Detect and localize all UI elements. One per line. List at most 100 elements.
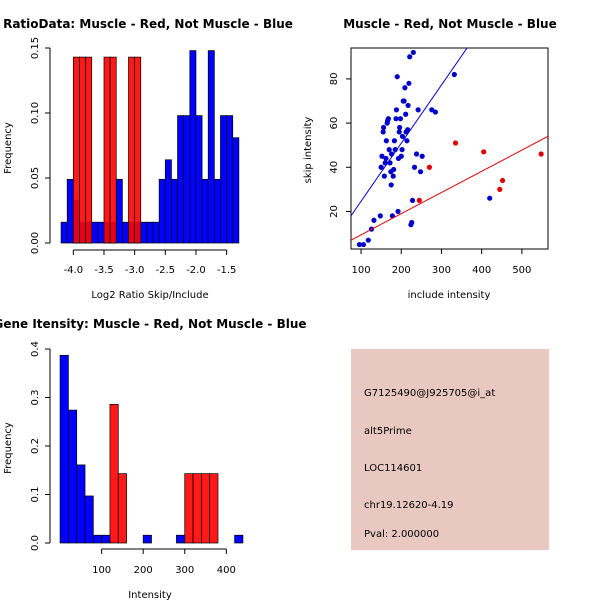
gene-bar-muscle xyxy=(109,403,119,544)
ratio-bar-muscle xyxy=(103,56,111,244)
scatter-point-not-muscle xyxy=(389,151,395,157)
scatter-point-not-muscle xyxy=(410,49,416,56)
ratio-ylabel: Frequency xyxy=(3,122,14,174)
scatter-point-not-muscle xyxy=(381,173,387,179)
scatter-point-not-muscle xyxy=(394,74,400,80)
gene-bar-not-muscle xyxy=(84,495,94,544)
scatter-point-not-muscle xyxy=(385,116,391,122)
ratio-histogram: RatioData: Muscle - Red, Not Muscle - Bl… xyxy=(3,17,293,301)
ratio-bar-muscle xyxy=(134,56,142,244)
info-panel: G7125490@J925705@i_at alt5Prime LOC11460… xyxy=(351,349,549,550)
ratio-bar-not-muscle xyxy=(164,159,172,244)
scatter-point-not-muscle xyxy=(393,116,399,122)
gene-bar-not-muscle xyxy=(101,534,111,544)
ratio-bar-not-muscle xyxy=(158,178,166,244)
scatter-point-not-muscle xyxy=(396,129,402,135)
gene-x-tick-label: 100 xyxy=(92,565,111,576)
scatter-point-not-muscle xyxy=(383,155,389,162)
ratio-x-tick-label: -3.0 xyxy=(125,265,145,276)
gene-y-tick-label: 0.2 xyxy=(30,438,41,454)
ratio-bar-not-muscle xyxy=(115,178,123,244)
scatter-point-not-muscle xyxy=(360,241,367,248)
ratio-bar-not-muscle xyxy=(140,221,148,244)
ratio-y-tick-label: 0.00 xyxy=(30,232,41,254)
ratio-bar-muscle xyxy=(109,56,117,244)
info-panel-background xyxy=(351,349,549,550)
ratio-bar-not-muscle xyxy=(91,221,99,244)
scatter-point-not-muscle xyxy=(371,217,377,223)
ratio-bar-muscle xyxy=(72,56,80,244)
scatter-x-tick-label: 300 xyxy=(432,265,451,276)
scatter-point-not-muscle xyxy=(413,151,420,157)
scatter-x-tick-label: 500 xyxy=(512,265,531,276)
gene-bar-muscle xyxy=(192,473,202,544)
gene-bar-not-muscle xyxy=(76,464,86,544)
scatter-y-tick-label: 80 xyxy=(329,73,340,86)
scatter-point-not-muscle xyxy=(409,219,415,226)
scatter-point-not-muscle xyxy=(432,109,439,115)
scatter-point-muscle xyxy=(538,151,544,157)
ratio-bar-not-muscle xyxy=(189,50,197,244)
scatter-point-not-muscle xyxy=(380,129,386,135)
ratio-bar-not-muscle xyxy=(195,115,203,244)
ratio-x-tick-label: -3.5 xyxy=(94,265,114,276)
gene-xlabel: Intensity xyxy=(128,590,172,600)
gene-bar-muscle xyxy=(201,473,211,544)
scatter-point-not-muscle xyxy=(386,147,392,153)
scatter-point-muscle xyxy=(499,177,506,184)
gene-bar-not-muscle xyxy=(68,409,78,544)
info-event-type: alt5Prime xyxy=(364,426,412,437)
gene-x-tick-label: 200 xyxy=(134,565,153,576)
ratio-bar-not-muscle xyxy=(122,221,129,244)
scatter-point-not-muscle xyxy=(382,160,388,166)
scatter-point-not-muscle xyxy=(393,107,400,113)
scatter-point-not-muscle xyxy=(404,138,410,144)
scatter-point-not-muscle xyxy=(365,237,371,243)
ratio-bar-muscle xyxy=(85,56,93,244)
scatter-point-not-muscle xyxy=(380,124,387,131)
scatter-x-tick-label: 100 xyxy=(352,265,371,276)
scatter-point-not-muscle xyxy=(398,153,404,159)
info-pval: Pval: 2.000000 xyxy=(364,529,439,540)
ratio-bar-not-muscle xyxy=(177,115,185,244)
scatter-point-not-muscle xyxy=(378,164,384,170)
gene-bar-muscle xyxy=(117,473,127,544)
scatter-frame xyxy=(350,47,549,250)
scatter-point-not-muscle xyxy=(399,147,405,153)
gene-x-tick-label: 300 xyxy=(175,565,194,576)
scatter-point-not-muscle xyxy=(487,195,493,201)
scatter-fit-line-muscle xyxy=(351,135,548,241)
scatter-point-not-muscle xyxy=(409,197,416,204)
gene-y-tick-label: 0.4 xyxy=(30,341,41,357)
scatter-point-not-muscle xyxy=(383,138,389,144)
ratio-bar-muscle xyxy=(128,56,135,244)
scatter-point-not-muscle xyxy=(392,147,398,153)
scatter-point-not-muscle xyxy=(406,80,412,86)
scatter-point-not-muscle xyxy=(451,71,457,78)
scatter-point-not-muscle xyxy=(397,116,404,122)
scatter-point-not-muscle xyxy=(415,107,421,113)
scatter-point-not-muscle xyxy=(407,54,413,60)
ratio-xlabel: Log2 Ratio Skip/Include xyxy=(91,290,208,301)
ratio-bar-not-muscle xyxy=(171,178,178,244)
ratio-bar-not-muscle xyxy=(183,115,191,244)
ratio-bar-not-muscle xyxy=(201,178,209,244)
gene-bar-muscle xyxy=(184,473,194,544)
ratio-x-tick-label: -2.0 xyxy=(186,265,206,276)
intensity-scatter: Muscle - Red, Not Muscle - Blue 100 200 30… xyxy=(303,17,557,301)
scatter-point-not-muscle xyxy=(402,85,408,91)
scatter-point-muscle xyxy=(481,149,487,155)
info-locus: LOC114601 xyxy=(364,463,422,474)
gene-y-tick-label: 0.1 xyxy=(30,487,41,503)
scatter-point-not-muscle xyxy=(405,102,411,109)
scatter-point-not-muscle xyxy=(391,138,398,144)
ratio-bar-not-muscle xyxy=(66,178,74,244)
ratio-bar-not-muscle xyxy=(207,50,215,244)
gene-bar-not-muscle xyxy=(142,534,152,544)
info-probe-id: G7125490@J925705@i_at xyxy=(364,388,495,399)
scatter-y-tick-label: 60 xyxy=(329,117,340,130)
ratio-x-tick-label: -4.0 xyxy=(64,265,84,276)
scatter-point-not-muscle xyxy=(403,111,409,117)
scatter-x-tick-label: 400 xyxy=(472,265,491,276)
